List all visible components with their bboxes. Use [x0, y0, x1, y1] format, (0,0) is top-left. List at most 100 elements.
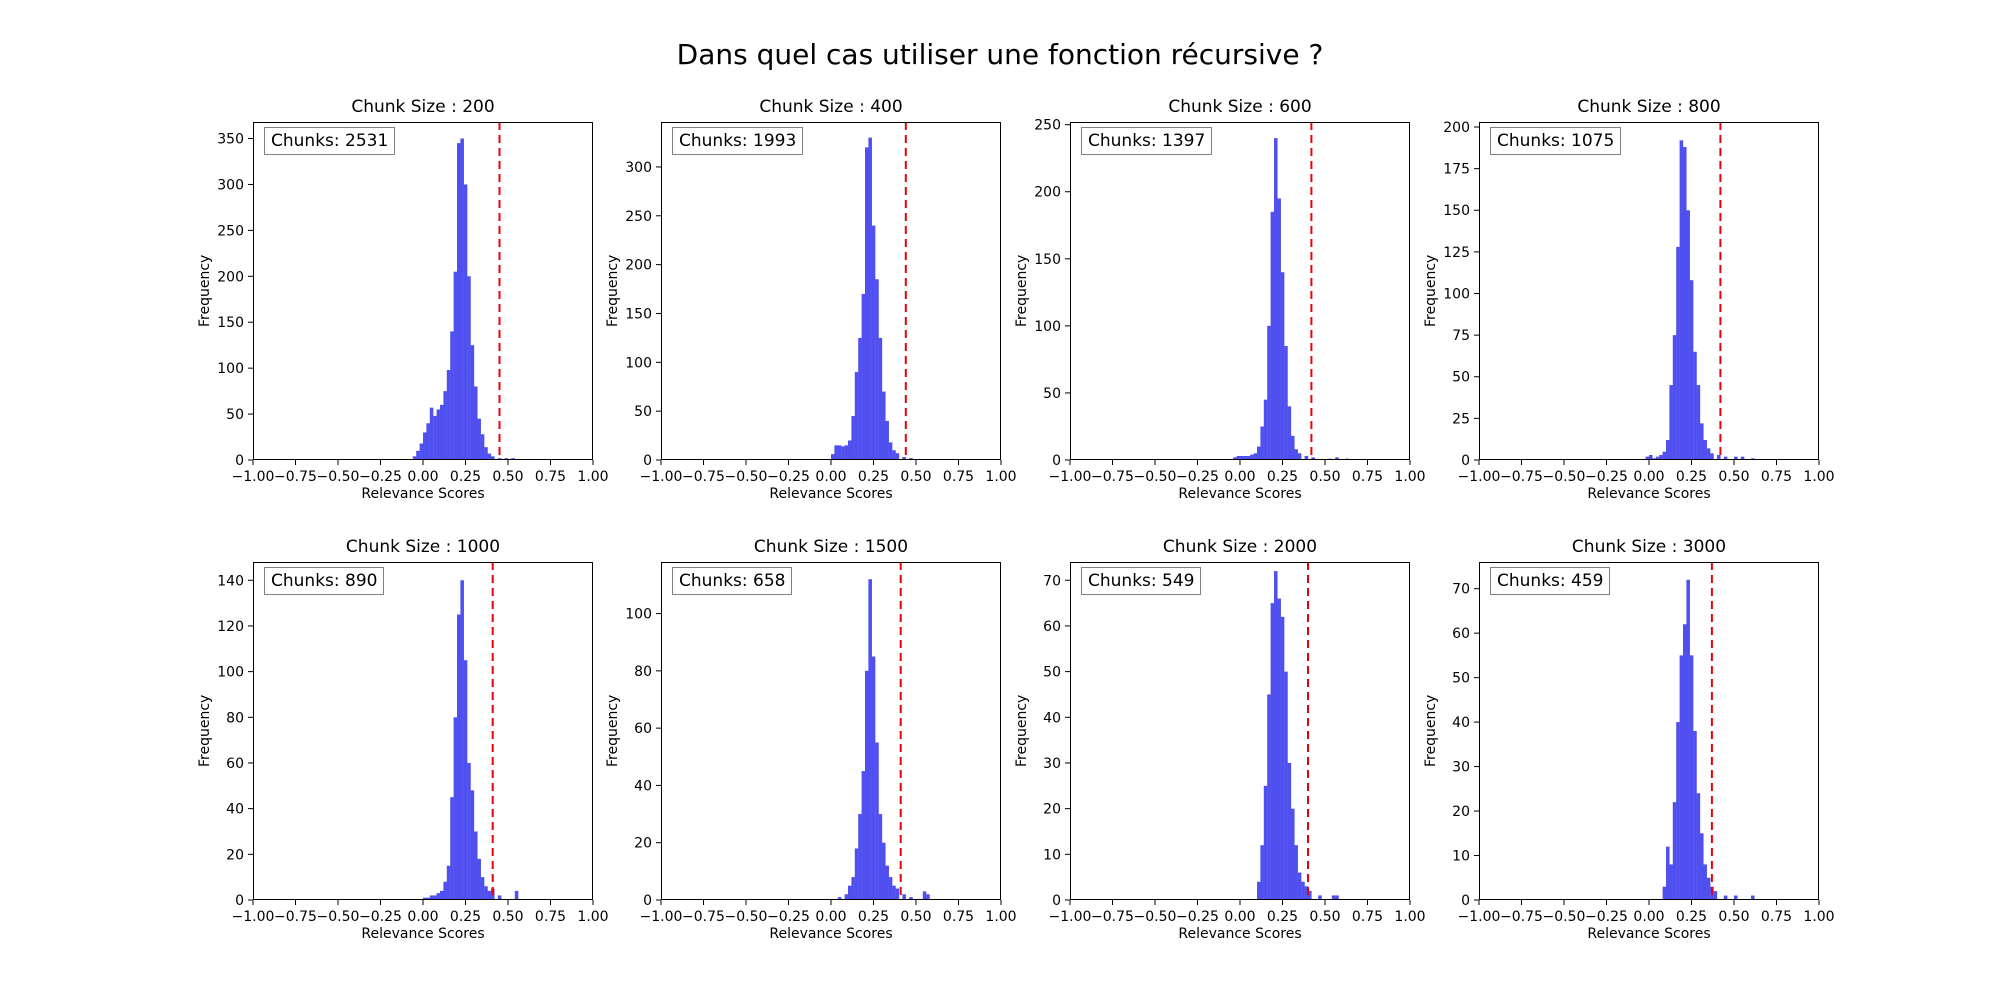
x-tick-label: 0.75 — [943, 469, 974, 485]
x-tick-label: −1.00 — [1049, 469, 1092, 485]
y-tick-label: 200 — [1443, 120, 1470, 136]
x-tick-label: −0.50 — [317, 469, 360, 485]
histogram-bar — [1335, 457, 1339, 460]
x-tick-label: 0.00 — [815, 909, 846, 925]
histogram-bar — [1335, 895, 1339, 900]
x-tick-label: 0.75 — [1761, 909, 1792, 925]
x-tick-label: 0.50 — [1718, 469, 1749, 485]
histogram-bar — [460, 580, 464, 900]
x-tick-label: −1.00 — [1458, 469, 1501, 485]
histogram-bar — [885, 865, 889, 900]
histogram-bar — [851, 416, 855, 460]
y-tick-label: 50 — [1452, 370, 1470, 386]
histogram-bar — [1659, 455, 1663, 460]
x-tick-label: 0.75 — [535, 909, 566, 925]
histogram-bar — [1693, 351, 1697, 460]
histogram-bar — [1277, 198, 1281, 460]
y-tick-label: 50 — [1043, 665, 1061, 681]
x-tick-label: 1.00 — [1394, 469, 1425, 485]
histogram-bar — [497, 895, 502, 900]
y-axis-label: Frequency — [605, 254, 621, 327]
x-tick-label: −0.50 — [1134, 909, 1177, 925]
histogram-bar — [922, 891, 927, 900]
y-tick-label: 0 — [1461, 453, 1470, 469]
x-tick-label: −1.00 — [1049, 909, 1092, 925]
histogram-bar — [1263, 785, 1268, 900]
chunks-count-box: Chunks: 890 — [264, 567, 385, 595]
x-tick-label: 0.00 — [407, 909, 438, 925]
histogram-bar — [882, 391, 886, 460]
x-axis-label: Relevance Scores — [1587, 926, 1711, 942]
x-tick-label: 0.25 — [858, 469, 889, 485]
histogram-bar — [1304, 455, 1309, 460]
x-axis-label: Relevance Scores — [1178, 486, 1302, 502]
x-tick-label: −0.25 — [359, 909, 402, 925]
histogram-panel: Chunk Size : 3000 Relevance Scores Frequen… — [1423, 537, 1835, 942]
histogram-bar — [1649, 455, 1653, 460]
x-tick-label: −0.75 — [274, 909, 317, 925]
y-tick-label: 100 — [217, 361, 244, 377]
histogram-bar — [1294, 449, 1298, 460]
x-axis-label: Relevance Scores — [769, 926, 893, 942]
y-tick-label: 20 — [1452, 804, 1470, 820]
histogram-bar — [1270, 211, 1275, 460]
y-tick-label: 40 — [1452, 715, 1470, 731]
histogram-bar — [1734, 895, 1738, 900]
y-axis-label: Frequency — [1014, 254, 1030, 327]
histogram-bar — [868, 137, 872, 460]
axes-frame — [253, 562, 593, 900]
histogram-bar — [433, 895, 437, 900]
histogram-bar — [1676, 246, 1680, 460]
histogram-bar — [854, 848, 859, 900]
histogram-panel: Chunk Size : 600 Relevance Scores Frequenc… — [1014, 97, 1426, 502]
histogram-bar — [844, 894, 849, 900]
histogram-bar — [1679, 140, 1684, 460]
histogram-bar — [1706, 877, 1711, 900]
histogram-bar — [1311, 457, 1315, 460]
histogram-bar — [841, 446, 845, 460]
histogram-bar — [1713, 891, 1718, 900]
histogram-bar — [436, 893, 441, 900]
histogram-bar — [446, 369, 451, 460]
histogram-bar — [875, 742, 879, 900]
y-tick-label: 10 — [1043, 847, 1061, 863]
histogram-bar — [844, 445, 849, 460]
histogram-bar — [861, 771, 866, 900]
x-tick-label: 0.50 — [1718, 909, 1749, 925]
histogram-bar — [487, 890, 492, 900]
histogram-bar — [1683, 146, 1687, 461]
histogram-bar — [1703, 864, 1707, 900]
chunks-count-box: Chunks: 1993 — [672, 127, 804, 155]
histogram-bar — [1686, 579, 1690, 900]
x-tick-label: 0.50 — [900, 909, 931, 925]
plot-area: −1.00 −0.75 −0.50 −0.25 0.00 0.25 0.50 0.75 1.00… — [1452, 562, 1835, 925]
x-tick-label: 0.25 — [1267, 909, 1298, 925]
y-tick-label: 60 — [1452, 626, 1470, 642]
x-axis-label: Relevance Scores — [1178, 926, 1302, 942]
histogram-bar — [861, 293, 866, 460]
x-tick-label: −0.50 — [1543, 469, 1586, 485]
y-axis-label: Frequency — [605, 694, 621, 767]
plot-area: −1.00 −0.75 −0.50 −0.25 0.00 0.25 0.50 0.75 1.00… — [217, 122, 609, 485]
histogram-bar — [854, 372, 859, 460]
y-tick-label: 75 — [1452, 328, 1470, 344]
histogram-panel: Chunk Size : 400 Relevance Scores Frequenc… — [605, 97, 1017, 502]
y-axis-label: Frequency — [197, 254, 213, 327]
y-tick-label: 0 — [1052, 453, 1061, 469]
x-tick-label: −0.25 — [359, 469, 402, 485]
histogram-bar — [433, 415, 437, 460]
x-tick-label: −0.50 — [317, 909, 360, 925]
histogram-bar — [1233, 457, 1237, 460]
y-tick-label: 100 — [1034, 319, 1061, 335]
histogram-bar — [1301, 881, 1305, 900]
histogram-bar — [474, 386, 478, 460]
histogram-bar — [1284, 345, 1288, 460]
y-tick-label: 0 — [235, 453, 244, 469]
histogram-bar — [514, 890, 519, 900]
x-tick-label: 1.00 — [985, 469, 1016, 485]
y-tick-label: 250 — [217, 223, 244, 239]
x-tick-label: −1.00 — [1458, 909, 1501, 925]
y-tick-label: 20 — [1043, 802, 1061, 818]
panel-title: Chunk Size : 1500 — [753, 537, 909, 557]
histogram-bar — [426, 423, 430, 460]
